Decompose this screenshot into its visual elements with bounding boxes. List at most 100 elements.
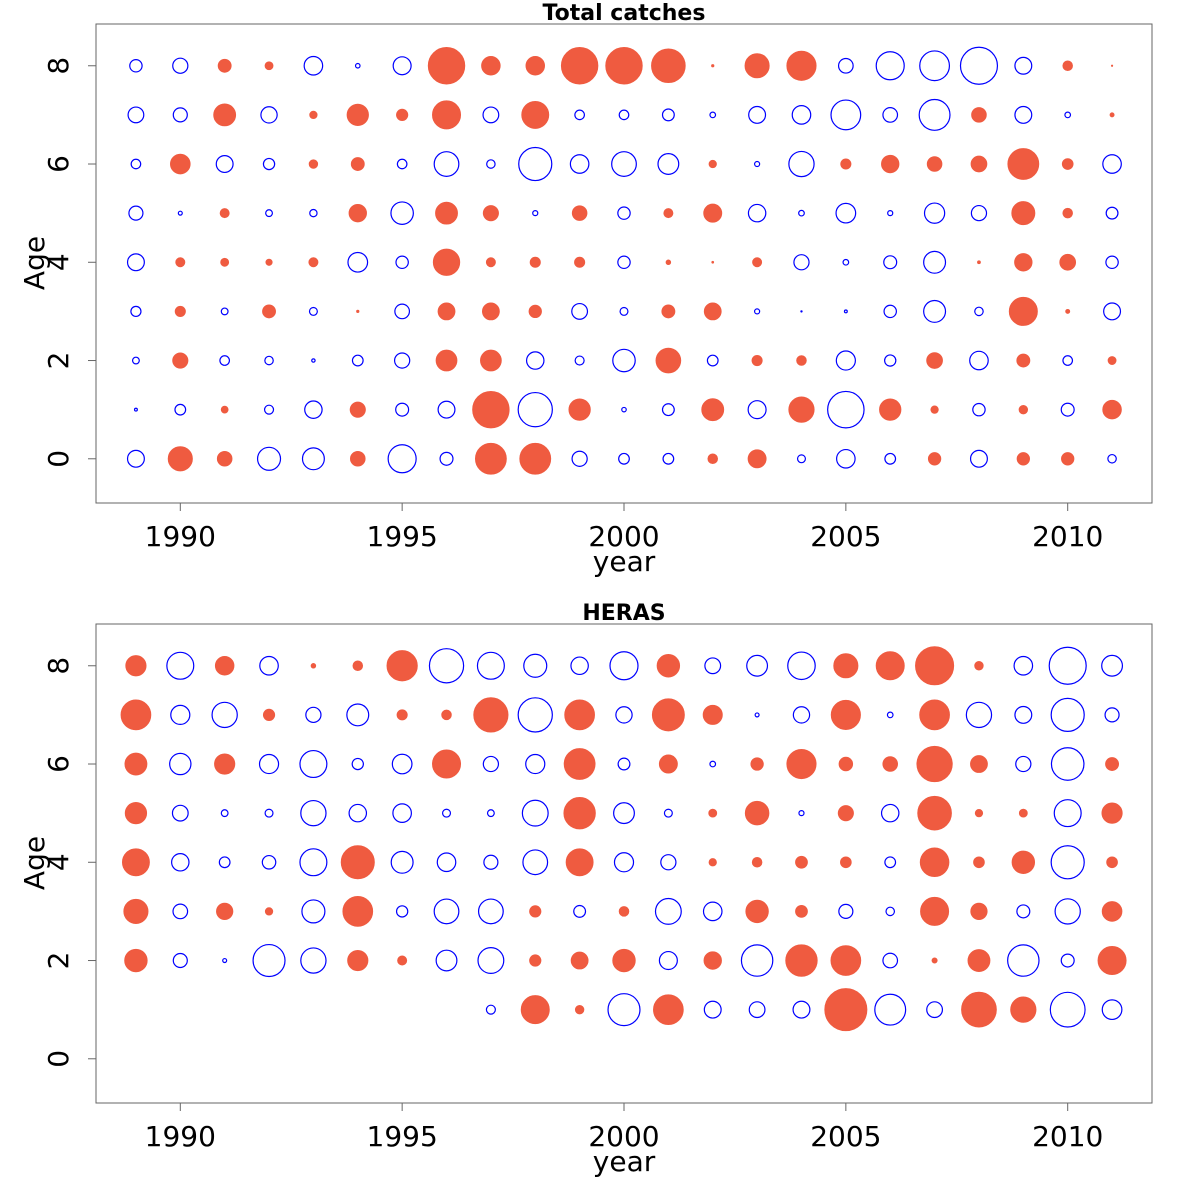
positive-bubble-1990-age-4 xyxy=(175,257,186,268)
positive-bubble-1999-age-1 xyxy=(574,1004,585,1015)
positive-bubble-1991-age-7 xyxy=(213,103,237,127)
x-tick-label: 2000 xyxy=(588,520,659,553)
negative-bubble-1994-age-7 xyxy=(346,703,370,727)
positive-bubble-2007-age-5 xyxy=(917,795,952,831)
negative-bubble-1996-age-6 xyxy=(433,151,460,177)
negative-bubble-1995-age-2 xyxy=(393,352,411,369)
negative-bubble-2004-age-7 xyxy=(791,105,812,125)
positive-bubble-2007-age-6 xyxy=(926,156,943,172)
positive-bubble-2007-age-2 xyxy=(931,957,938,964)
negative-bubble-1993-age-3 xyxy=(308,306,318,316)
negative-bubble-1995-age-0 xyxy=(387,444,417,474)
negative-bubble-2006-age-7 xyxy=(882,107,899,123)
positive-bubble-2007-age-8 xyxy=(915,646,955,686)
negative-bubble-2004-age-3 xyxy=(800,310,803,313)
negative-bubble-2011-age-7 xyxy=(1104,707,1120,723)
positive-bubble-1997-age-7 xyxy=(473,697,509,733)
negative-bubble-1989-age-1 xyxy=(133,407,138,412)
negative-bubble-2000-age-6 xyxy=(611,151,637,177)
negative-bubble-2010-age-5 xyxy=(1053,799,1082,828)
positive-bubble-1999-age-5 xyxy=(571,205,588,221)
negative-bubble-2006-age-5 xyxy=(887,210,894,217)
positive-bubble-2002-age-5 xyxy=(708,808,718,818)
positive-bubble-2009-age-2 xyxy=(1016,353,1031,368)
negative-bubble-1992-age-2 xyxy=(264,355,274,366)
positive-bubble-2001-age-4 xyxy=(665,259,672,266)
negative-bubble-2003-age-1 xyxy=(747,400,767,420)
y-tick-label: 6 xyxy=(42,155,75,173)
positive-bubble-2008-age-4 xyxy=(977,260,981,265)
positive-bubble-2006-age-6 xyxy=(881,154,900,174)
positive-bubble-2007-age-2 xyxy=(926,352,943,369)
negative-bubble-1993-age-3 xyxy=(301,899,326,924)
positive-bubble-2003-age-6 xyxy=(750,757,764,771)
negative-bubble-1999-age-3 xyxy=(573,904,587,918)
panel-title: HERAS xyxy=(582,601,665,626)
negative-bubble-1996-age-5 xyxy=(441,808,452,818)
positive-bubble-2004-age-2 xyxy=(785,944,818,977)
negative-bubble-1993-age-7 xyxy=(305,706,322,724)
negative-bubble-2003-age-1 xyxy=(748,1001,766,1019)
positive-bubble-2003-age-0 xyxy=(747,449,767,469)
negative-bubble-1998-age-8 xyxy=(523,653,548,678)
x-axis: 1990 1995 2000 2005 2010 xyxy=(145,1102,1103,1153)
positive-bubble-1992-age-8 xyxy=(264,61,274,71)
positive-bubble-1999-age-4 xyxy=(574,256,586,268)
positive-bubble-2008-age-2 xyxy=(967,949,991,972)
positive-bubble-1990-age-2 xyxy=(172,352,189,369)
positive-bubble-1990-age-3 xyxy=(174,305,186,317)
positive-bubble-2003-age-3 xyxy=(745,899,769,924)
x-tick-label: 2000 xyxy=(588,1120,659,1153)
y-tick-label: 0 xyxy=(42,450,75,468)
negative-bubble-2007-age-4 xyxy=(923,250,947,274)
positive-bubble-2009-age-3 xyxy=(1008,296,1038,326)
positive-bubble-1989-age-4 xyxy=(121,848,150,877)
negative-bubble-1996-age-0 xyxy=(439,451,454,466)
negative-bubble-2004-age-7 xyxy=(792,706,811,724)
negative-bubble-2000-age-2 xyxy=(612,348,636,373)
negative-bubble-2002-age-3 xyxy=(702,901,723,922)
negative-bubble-1999-age-7 xyxy=(574,109,585,121)
negative-bubble-1992-age-5 xyxy=(265,209,274,218)
negative-bubble-1999-age-8 xyxy=(570,656,589,676)
positive-bubble-1994-age-6 xyxy=(350,157,365,171)
positive-bubble-1997-age-2 xyxy=(480,349,502,372)
negative-bubble-1990-age-7 xyxy=(172,107,188,123)
negative-bubble-2004-age-5 xyxy=(798,810,805,817)
negative-bubble-2009-age-2 xyxy=(1007,944,1040,977)
positive-bubble-1998-age-3 xyxy=(529,905,542,918)
negative-bubble-1998-age-4 xyxy=(522,849,549,876)
negative-bubble-2010-age-3 xyxy=(1054,898,1081,925)
negative-bubble-2007-age-8 xyxy=(919,50,951,82)
negative-bubble-2011-age-6 xyxy=(1102,154,1122,174)
negative-bubble-1992-age-5 xyxy=(264,808,274,818)
negative-bubble-1995-age-1 xyxy=(395,402,410,417)
negative-bubble-2001-age-0 xyxy=(662,452,675,465)
positive-bubble-2006-age-6 xyxy=(882,756,898,772)
panel-heras: HERAS 1990 1995 2000 2005 2010 0 2 4 6 8 year Ag… xyxy=(18,601,1153,1178)
negative-bubble-1997-age-8 xyxy=(476,651,505,680)
positive-bubble-2009-age-6 xyxy=(1007,148,1040,180)
positive-bubble-1994-age-3 xyxy=(356,309,360,314)
positive-bubble-1999-age-6 xyxy=(563,748,596,780)
positive-bubble-1996-age-3 xyxy=(437,302,456,321)
positive-bubble-2011-age-6 xyxy=(1105,757,1120,771)
positive-bubble-1989-age-5 xyxy=(124,802,148,825)
negative-bubble-1989-age-4 xyxy=(126,253,145,272)
negative-bubble-1995-age-4 xyxy=(390,850,414,874)
negative-bubble-1998-age-5 xyxy=(521,799,549,827)
negative-bubble-2011-age-3 xyxy=(1103,302,1122,321)
x-tick-label: 1990 xyxy=(145,520,216,553)
x-axis-title: year xyxy=(593,1145,656,1178)
positive-bubble-2001-age-8 xyxy=(656,654,681,678)
negative-bubble-1998-age-1 xyxy=(517,391,553,428)
negative-bubble-1990-age-6 xyxy=(169,752,192,776)
negative-bubble-2011-age-0 xyxy=(1107,453,1117,464)
negative-bubble-2006-age-4 xyxy=(884,856,897,869)
negative-bubble-2010-age-4 xyxy=(1050,845,1085,880)
positive-bubble-2009-age-4 xyxy=(1014,253,1033,272)
positive-bubble-1994-age-5 xyxy=(348,203,367,223)
positive-bubble-2005-age-6 xyxy=(838,756,854,772)
positive-bubble-1993-age-8 xyxy=(310,663,317,669)
positive-bubble-1992-age-3 xyxy=(262,304,276,319)
